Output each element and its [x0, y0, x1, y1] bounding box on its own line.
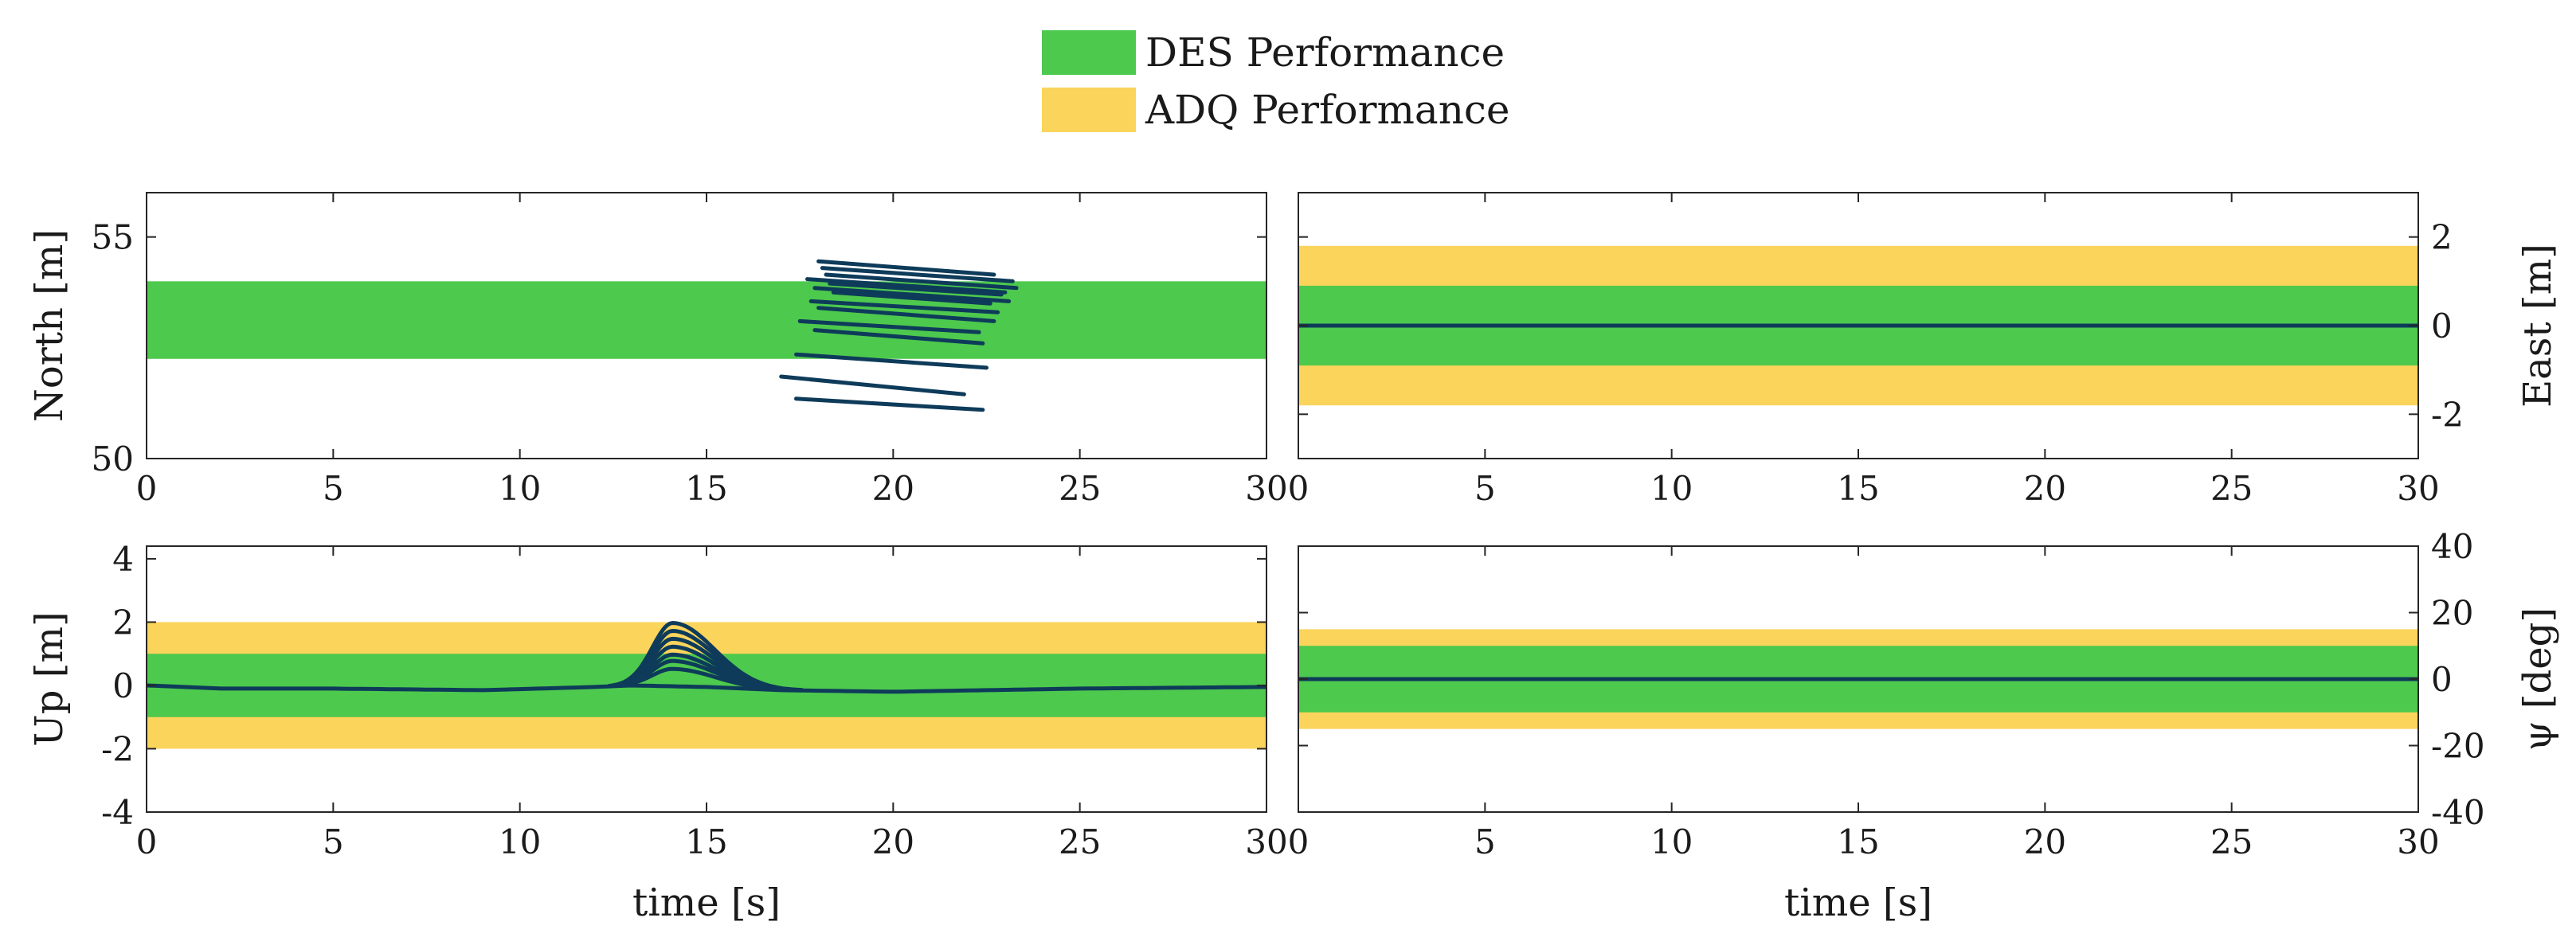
up-xtick-label: 20 [872, 822, 914, 861]
north-line-run4 [805, 277, 1008, 295]
psi-ytick-label: 0 [2431, 660, 2453, 699]
legend-item-adq: ADQ Performance [1042, 81, 1510, 139]
north-line-run9 [816, 306, 996, 323]
psi-xtick-label: 15 [1837, 822, 1879, 861]
east-ytick-label: 2 [2431, 218, 2453, 257]
psi-xlabel: time [s] [1784, 881, 1932, 925]
north-xtick-label: 25 [1059, 469, 1101, 508]
north-line-run5 [828, 281, 1004, 297]
up-xtick-label: 5 [323, 822, 344, 861]
up-xtick-label: 30 [1245, 822, 1287, 861]
up-ytick-label: -4 [101, 793, 134, 832]
east-ytick-label: -2 [2431, 395, 2464, 434]
psi-xtick-label: 10 [1650, 822, 1693, 861]
north-ylabel: North [m] [27, 229, 72, 422]
legend-swatch-des [1042, 30, 1136, 75]
east-axes: 0 5 10 15 20 25 30 -2 0 2 East [m] [1288, 192, 2560, 508]
north-line-run2 [820, 266, 1015, 283]
north-xtick-label: 0 [136, 469, 158, 508]
legend-item-des: DES Performance [1042, 24, 1510, 81]
legend-label-adq: ADQ Performance [1145, 87, 1510, 133]
east-xtick-label: 25 [2210, 469, 2253, 508]
east-ylabel: East [m] [2515, 244, 2560, 408]
psi-ytick-label: -40 [2431, 793, 2485, 832]
north-line-run3 [824, 272, 1019, 291]
psi-ytick-label: 20 [2431, 594, 2473, 633]
up-series-group [147, 621, 1266, 694]
up-ytick-label: 2 [112, 603, 134, 642]
psi-axes: 0 5 10 15 20 25 30-40 -20 0 20 40 ψ [deg] time [s] [1288, 527, 2560, 925]
psi-xtick-label: 0 [1288, 822, 1310, 861]
legend: DES Performance ADQ Performance [1042, 24, 1510, 139]
north-axes: 0 5 10 15 20 25 30 50 55 North [m] [27, 192, 1288, 508]
legend-swatch-adq [1042, 88, 1136, 132]
psi-xtick-label: 30 [2397, 822, 2439, 861]
north-line-run13 [779, 374, 966, 396]
north-series-group [779, 259, 1019, 412]
north-xtick-label: 10 [499, 469, 541, 508]
north-ytick-label: 55 [92, 218, 134, 257]
east-ytick-label: 0 [2431, 307, 2453, 346]
up-ytick-label: 0 [112, 666, 134, 705]
up-xtick-label: 0 [136, 822, 158, 861]
north-line-run14 [794, 396, 985, 412]
up-line-baseline [147, 683, 1266, 694]
north-line-run10 [797, 318, 981, 334]
psi-ytick-label: -20 [2431, 727, 2485, 766]
psi-xtick-label: 25 [2210, 822, 2253, 861]
north-xtick-label: 5 [323, 469, 344, 508]
up-axes: 0 5 10 15 20 25 30 -4 -2 0 2 4 Up [m] time [s] [27, 540, 1288, 925]
up-ytick-label: -2 [101, 729, 134, 768]
psi-xtick-label: 20 [2024, 822, 2066, 861]
east-xtick-label: 5 [1474, 469, 1496, 508]
north-line-run1 [816, 259, 996, 277]
north-line-run11 [812, 328, 985, 346]
north-xtick-label: 15 [685, 469, 727, 508]
up-xlabel: time [s] [632, 881, 781, 925]
north-line-run6 [812, 286, 1012, 303]
up-xtick-label: 10 [499, 822, 541, 861]
north-line-run7 [831, 290, 992, 306]
north-band-des [147, 281, 1266, 359]
up-xtick-label: 15 [685, 822, 727, 861]
up-xtick-label: 25 [1059, 822, 1101, 861]
legend-label-des: DES Performance [1145, 29, 1505, 76]
north-xtick-label: 30 [1245, 469, 1287, 508]
east-xtick-label: 20 [2024, 469, 2066, 508]
north-xtick-label: 20 [872, 469, 914, 508]
north-line-run12 [794, 352, 989, 370]
psi-ytick-label: 40 [2431, 527, 2473, 566]
east-xtick-label: 30 [2397, 469, 2439, 508]
up-ylabel: Up [m] [27, 611, 72, 746]
psi-xtick-label: 5 [1474, 822, 1496, 861]
psi-ylabel: ψ [deg] [2515, 607, 2560, 751]
north-ytick-label: 50 [92, 439, 134, 478]
east-xtick-label: 10 [1650, 469, 1693, 508]
up-line-peak_0.55 [607, 666, 804, 693]
north-line-run8 [808, 299, 1000, 314]
east-xtick-label: 0 [1288, 469, 1310, 508]
east-xtick-label: 15 [1837, 469, 1879, 508]
up-ytick-label: 4 [112, 540, 134, 579]
